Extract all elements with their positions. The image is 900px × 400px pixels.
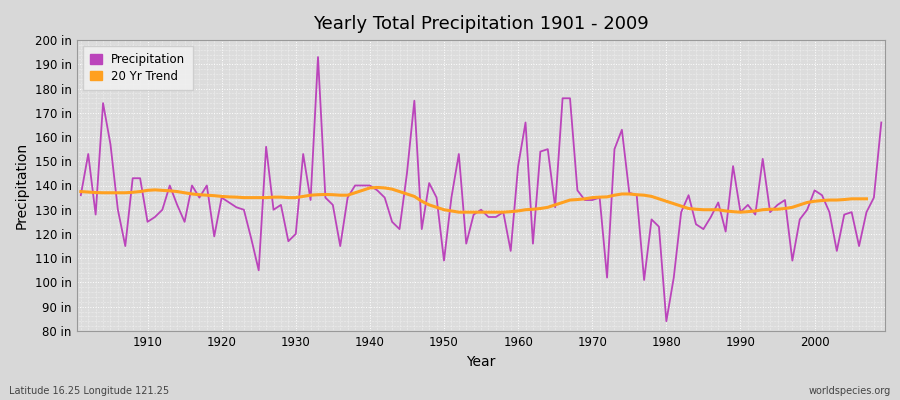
Title: Yearly Total Precipitation 1901 - 2009: Yearly Total Precipitation 1901 - 2009	[313, 15, 649, 33]
Y-axis label: Precipitation: Precipitation	[15, 142, 29, 229]
Legend: Precipitation, 20 Yr Trend: Precipitation, 20 Yr Trend	[83, 46, 193, 90]
X-axis label: Year: Year	[466, 355, 496, 369]
Text: worldspecies.org: worldspecies.org	[809, 386, 891, 396]
Text: Latitude 16.25 Longitude 121.25: Latitude 16.25 Longitude 121.25	[9, 386, 169, 396]
